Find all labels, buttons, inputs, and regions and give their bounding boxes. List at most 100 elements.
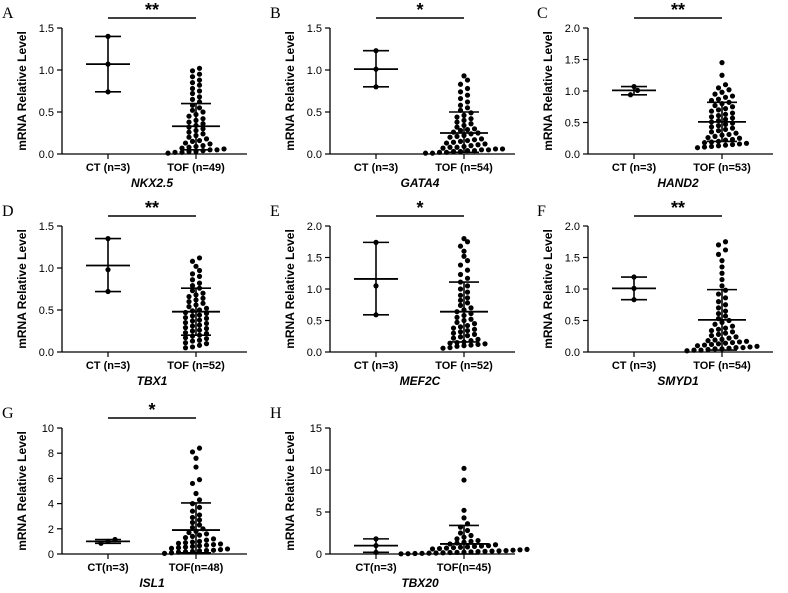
- data-point: [722, 82, 729, 88]
- data-point: [454, 343, 460, 349]
- x-tick-label: TOF (n=49): [167, 162, 225, 174]
- data-point: [722, 313, 729, 319]
- y-axis-label: mRNA Relative Level: [283, 31, 297, 151]
- data-point: [464, 295, 471, 301]
- data-point: [457, 302, 464, 308]
- data-point: [733, 334, 739, 340]
- data-point: [450, 325, 457, 331]
- data-point: [200, 109, 206, 115]
- data-point: [443, 140, 450, 146]
- data-point: [182, 325, 189, 331]
- x-tick-label: CT(n=3): [87, 562, 129, 574]
- y-tick-label: 2: [48, 524, 54, 536]
- data-point: [182, 330, 189, 336]
- panel-letter: C: [537, 5, 548, 22]
- data-point: [464, 77, 471, 83]
- data-point: [747, 344, 753, 350]
- y-tick-label: 1.5: [39, 23, 54, 35]
- data-point: [182, 549, 189, 555]
- data-point: [193, 464, 199, 470]
- data-point: [217, 546, 224, 553]
- data-point: [715, 310, 722, 317]
- y-tick-label: 0.5: [307, 316, 322, 328]
- data-point: [740, 344, 746, 351]
- y-tick-label: 0.0: [39, 149, 54, 161]
- y-tick-label: 2.0: [565, 221, 580, 233]
- y-tick-label: 6: [48, 473, 54, 485]
- data-point: [196, 327, 203, 333]
- data-point: [694, 145, 701, 151]
- data-point: [189, 68, 196, 74]
- y-tick-label: 1.0: [39, 65, 54, 77]
- data-point: [698, 347, 704, 353]
- panel-B: B 0.0 0.5 1.0 1.5 mRNA Relative Level CT (n=3)…: [270, 0, 515, 190]
- data-point: [468, 305, 474, 311]
- y-tick-label: 10: [42, 423, 54, 435]
- data-point: [499, 146, 506, 152]
- data-point: [189, 338, 196, 344]
- panel-C: C 0.0 0.5 1.0 1.5 2.0 mRNA Relative Level CT (n…: [537, 0, 773, 190]
- data-point: [457, 334, 464, 340]
- data-point: [224, 546, 231, 552]
- data-point: [196, 71, 203, 77]
- data-point: [189, 258, 196, 264]
- data-point: [454, 314, 460, 320]
- data-point: [715, 326, 722, 332]
- data-point: [203, 305, 210, 311]
- y-tick-label: 0.0: [565, 149, 580, 161]
- y-tick-label: 1.0: [39, 263, 54, 275]
- data-point: [196, 512, 203, 518]
- data-point: [457, 329, 464, 335]
- data-point: [440, 550, 446, 556]
- data-point: [182, 540, 189, 546]
- x-tick-label: CT (n=3): [354, 162, 399, 174]
- x-tick-label: TOF (n=52): [167, 360, 225, 372]
- y-tick-label: 1.5: [307, 23, 322, 35]
- panel-E: E 0.0 0.5 1.0 1.5 2.0 mRNA Relative Level CT (n…: [270, 198, 515, 388]
- data-point: [196, 445, 203, 451]
- y-tick-label: 1.0: [565, 86, 580, 98]
- data-point: [179, 149, 185, 155]
- panel-letter: D: [2, 203, 14, 220]
- data-point: [189, 328, 196, 334]
- data-point: [412, 550, 418, 557]
- data-point: [468, 538, 474, 545]
- x-tick-label: CT (n=3): [354, 360, 399, 372]
- data-point: [482, 548, 488, 554]
- data-point: [464, 137, 471, 144]
- data-point: [189, 90, 196, 97]
- data-point: [189, 271, 196, 277]
- y-tick-label: 1.5: [565, 55, 580, 67]
- x-tick-label: CT(n=3): [355, 562, 397, 574]
- data-point: [722, 106, 729, 112]
- data-point: [722, 330, 729, 336]
- data-point: [708, 114, 715, 120]
- data-point: [186, 144, 192, 150]
- data-point: [203, 547, 210, 554]
- data-point: [691, 347, 697, 353]
- data-point: [729, 323, 736, 329]
- data-point: [464, 105, 471, 111]
- data-point: [189, 74, 196, 80]
- panel-A: A 0.0 0.5 1.0 1.5 mRNA Relative Level CT (n=3)…: [2, 0, 247, 190]
- y-axis-label: mRNA Relative Level: [283, 229, 297, 349]
- data-point: [200, 148, 206, 154]
- data-point: [722, 340, 729, 346]
- data-point: [186, 304, 192, 310]
- data-point: [475, 549, 481, 555]
- data-point: [196, 88, 203, 94]
- data-point: [464, 85, 471, 92]
- data-point: [468, 110, 474, 116]
- data-point: [722, 126, 729, 133]
- data-point: [196, 255, 203, 261]
- data-point: [200, 126, 206, 132]
- data-point: [708, 327, 715, 334]
- data-point: [189, 318, 196, 324]
- data-point: [461, 507, 467, 513]
- data-point: [196, 322, 203, 328]
- y-tick-label: 0.5: [39, 107, 54, 119]
- y-tick-label: 0: [48, 549, 54, 561]
- data-point: [454, 536, 460, 542]
- data-point: [422, 150, 429, 156]
- data-point: [193, 455, 199, 461]
